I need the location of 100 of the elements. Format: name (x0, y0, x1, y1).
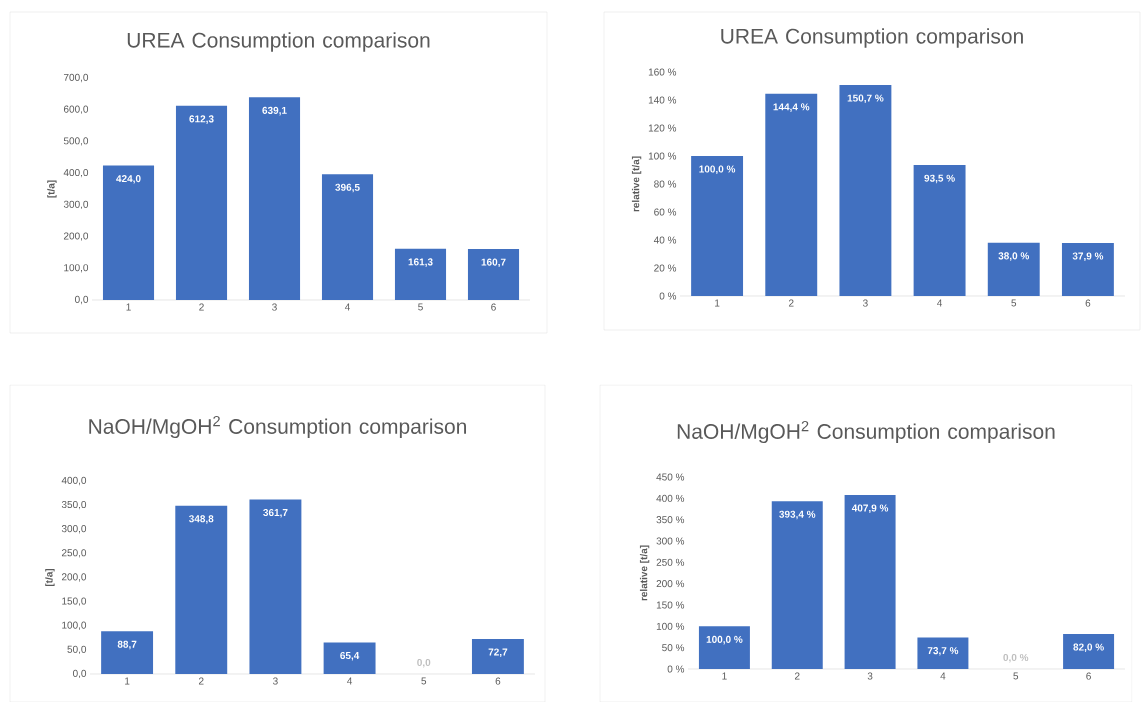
data-label: 88,7 (117, 640, 137, 650)
bar (765, 93, 818, 296)
x-tick-label: 1 (125, 677, 130, 685)
y-tick-label: 60 % (654, 208, 677, 216)
bar (394, 248, 447, 300)
data-label: 38,0 % (998, 252, 1030, 261)
y-axis-title: relative [t/a] (631, 156, 642, 212)
y-tick-label: 250,0 (61, 549, 87, 558)
x-tick-label: 3 (863, 299, 868, 307)
data-label: 144,4 % (773, 103, 810, 112)
x-tick-label: 1 (722, 672, 727, 680)
y-axis-title: [t/a] (45, 568, 55, 586)
x-tick-label: 5 (418, 303, 423, 311)
bar (471, 638, 524, 674)
y-tick-label: 0 % (659, 292, 677, 300)
data-label: 639,1 (262, 106, 287, 116)
y-tick-label: 300,0 (63, 200, 89, 209)
y-axis-title: relative [t/a] (639, 545, 650, 601)
y-tick-label: 200 % (656, 580, 685, 588)
bar (175, 505, 228, 674)
bar (917, 637, 969, 669)
data-label: 161,3 (408, 258, 433, 267)
bar (101, 631, 154, 674)
data-label: 396,5 (335, 183, 360, 193)
y-tick-label: 200,0 (61, 573, 87, 582)
y-tick-label: 400,0 (63, 168, 89, 178)
x-tick-label: 3 (867, 672, 873, 680)
bar (839, 84, 892, 296)
bar (987, 242, 1040, 296)
data-label: 150,7 % (847, 94, 884, 103)
bar (771, 501, 823, 669)
y-tick-label: 0 % (667, 665, 685, 673)
y-tick-label: 400 % (656, 494, 685, 502)
data-label: 100,0 % (699, 165, 736, 174)
y-axis-title: [t/a] (47, 180, 57, 198)
chart-title: NaOH/MgOH$^{2}$ Consumption comparison (89, 415, 466, 438)
data-label: 82,0 % (1073, 643, 1104, 652)
bar (467, 248, 520, 300)
bar (323, 642, 376, 674)
x-tick-label: 3 (273, 677, 278, 685)
data-label: 37,9 % (1072, 252, 1104, 261)
y-tick-label: 160 % (648, 68, 677, 76)
x-tick-label: 1 (126, 303, 131, 311)
y-tick-label: 0,0 (72, 669, 87, 679)
x-tick-label: 2 (199, 303, 204, 311)
y-tick-label: 100,0 (64, 264, 89, 273)
y-tick-label: 150,0 (62, 597, 87, 606)
x-tick-label: 2 (788, 299, 794, 307)
data-label: 73,7 % (927, 646, 959, 656)
x-tick-label: 2 (198, 677, 204, 685)
x-tick-label: 4 (347, 677, 353, 685)
data-label: 0,0 % (1003, 653, 1029, 663)
y-tick-label: 40 % (653, 236, 677, 244)
y-tick-label: 450 % (656, 473, 685, 481)
data-label: 348,8 (188, 515, 214, 524)
bar (698, 626, 750, 669)
y-tick-label: 200,0 (63, 232, 89, 241)
y-tick-label: 80 % (654, 180, 677, 188)
x-tick-label: 5 (1011, 299, 1017, 307)
chart-title: UREA Consumption comparison (721, 28, 1023, 48)
x-tick-label: 6 (1086, 672, 1091, 680)
x-tick-label: 6 (495, 677, 501, 685)
y-tick-label: 350,0 (61, 500, 87, 510)
y-tick-label: 140 % (648, 96, 677, 104)
x-tick-label: 1 (715, 299, 720, 307)
data-label: 612,3 (189, 115, 214, 124)
bar (102, 165, 155, 300)
y-tick-label: 300,0 (61, 525, 87, 534)
y-tick-label: 150 % (656, 601, 685, 609)
data-label: 424,0 (116, 174, 141, 184)
x-tick-label: 5 (421, 677, 427, 685)
data-label: 100,0 % (706, 635, 743, 645)
bar (249, 499, 302, 674)
chart-title: NaOH/MgOH$^{2}$ Consumption comparison (677, 420, 1055, 443)
y-tick-label: 300 % (656, 537, 685, 545)
y-tick-label: 50 % (662, 644, 685, 652)
x-tick-label: 4 (940, 672, 946, 680)
data-label: 361,7 (263, 508, 288, 518)
y-tick-label: 0,0 (74, 295, 89, 305)
y-tick-label: 100 % (648, 152, 677, 160)
bar (248, 97, 301, 300)
y-tick-label: 600,0 (63, 105, 89, 114)
chart-title: UREA Consumption comparison (127, 32, 430, 52)
bar (1061, 242, 1114, 296)
x-tick-label: 4 (937, 299, 943, 307)
data-label: 65,4 (340, 651, 360, 661)
y-tick-label: 500,0 (63, 137, 89, 146)
x-tick-label: 6 (1085, 299, 1091, 307)
data-label: 160,7 (481, 258, 506, 267)
x-tick-label: 6 (491, 303, 496, 311)
bar (691, 155, 744, 296)
data-label: 393,4 % (779, 510, 816, 520)
y-tick-label: 100 % (656, 622, 685, 630)
y-tick-label: 100,0 (62, 621, 87, 630)
y-tick-label: 50,0 (67, 645, 87, 654)
y-tick-label: 250 % (656, 558, 685, 566)
bar (844, 494, 896, 669)
y-tick-label: 20 % (654, 264, 677, 272)
x-tick-label: 5 (1013, 672, 1019, 680)
bar (175, 105, 228, 300)
